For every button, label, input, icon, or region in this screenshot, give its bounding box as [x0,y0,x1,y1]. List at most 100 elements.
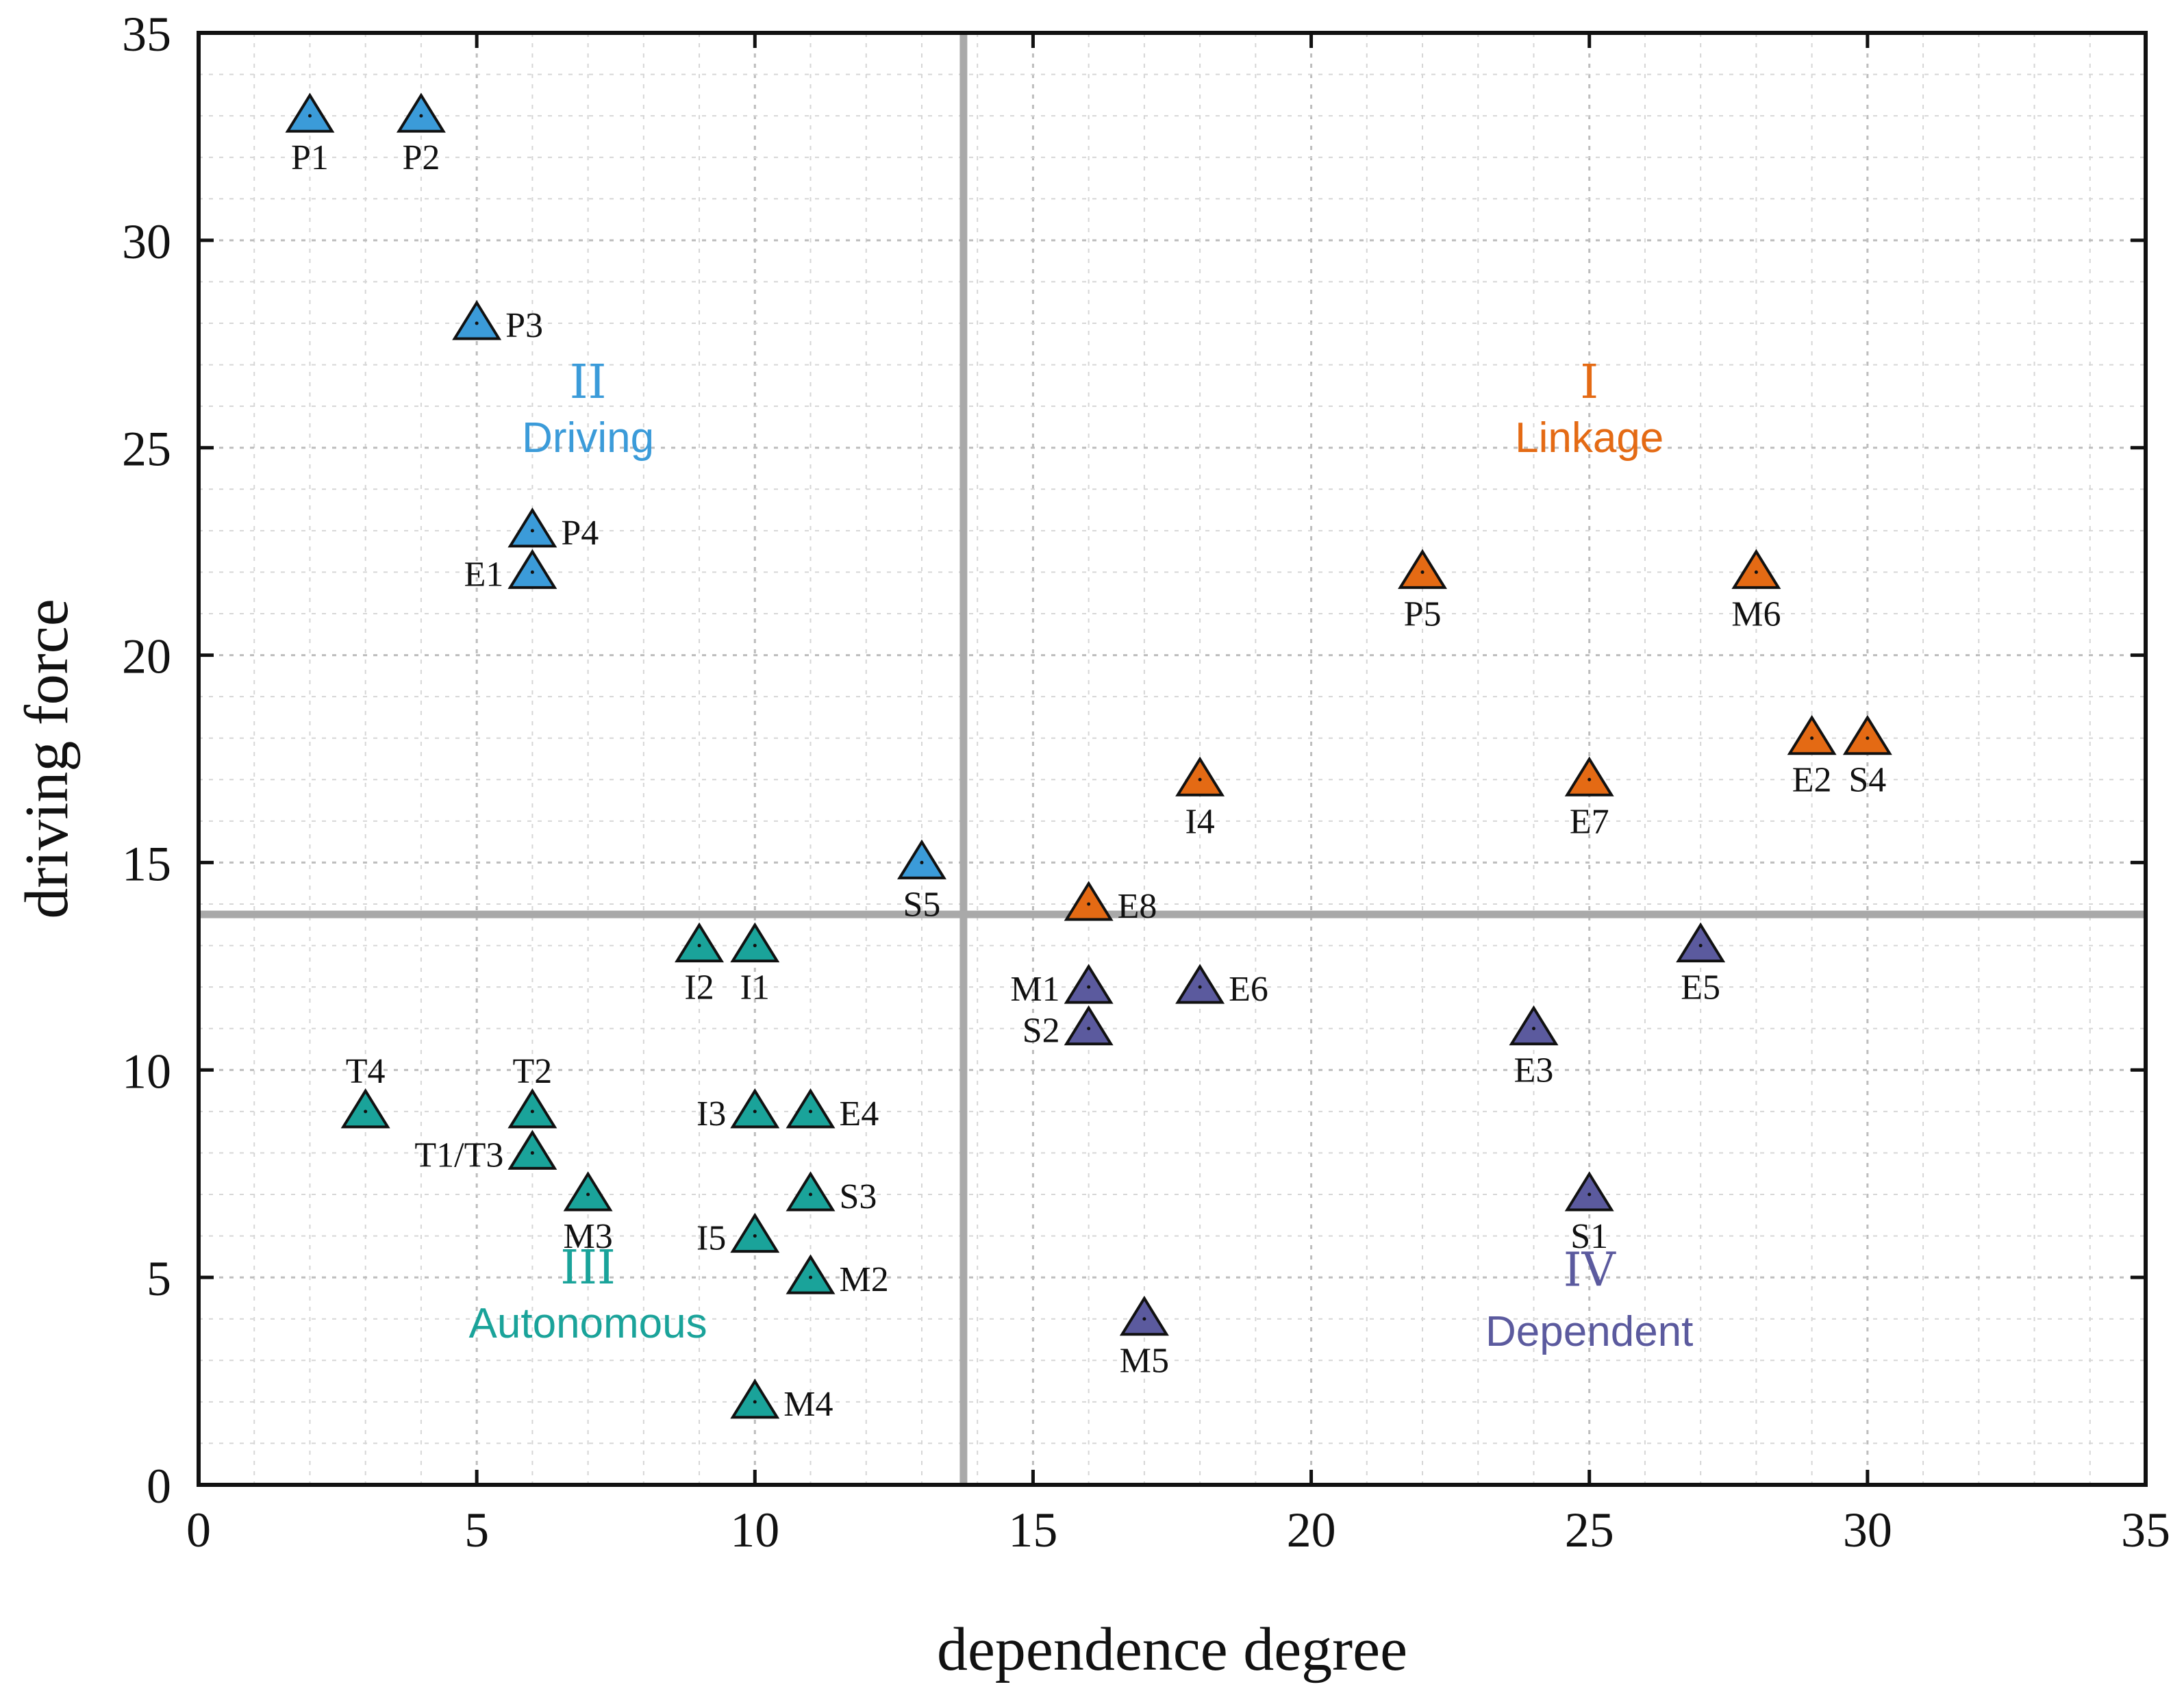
triangle-marker [507,549,557,589]
triangle-marker [1509,1005,1559,1046]
quadrant-numeral: IV [1564,1243,1617,1297]
marker-center-dot [809,1110,813,1114]
quadrant-numeral: III [560,1241,616,1295]
triangle-marker [507,508,557,548]
point-label: P1 [291,138,329,177]
point-label: E7 [1570,802,1609,841]
marker-center-dot [586,1192,590,1196]
triangle-marker [786,1171,836,1212]
marker-center-dot [1087,902,1091,906]
point-label: I4 [1185,802,1214,841]
marker-center-dot [809,1192,813,1196]
quadrant-numeral: II [570,355,607,410]
point-label: M5 [1120,1342,1169,1381]
triangle-marker [1064,964,1114,1004]
y-axis-title: driving force [13,599,81,918]
y-tick-label: 0 [147,1459,171,1514]
point-label: P2 [402,138,440,177]
axis-ticks [197,31,2148,1487]
y-tick-label: 15 [122,836,171,891]
triangle-marker [896,839,946,879]
marker-center-dot [1698,944,1703,948]
quadrant-numeral: I [1580,355,1598,410]
marker-center-dot [1587,777,1592,781]
triangle-marker [730,922,780,963]
point-label: E3 [1514,1051,1554,1090]
marker-center-dot [1754,570,1758,574]
triangle-marker [1564,1171,1614,1212]
marker-center-dot [475,321,479,325]
point-label: T1/T3 [414,1136,503,1175]
marker-center-dot [1142,1317,1146,1321]
triangle-marker [786,1254,836,1294]
tick-labels: 0 5 10 15 20 25 30 35 0 5 10 15 20 25 30 35 [122,7,2170,1557]
point-label: E1 [464,555,504,594]
x-tick-label: 10 [730,1503,779,1557]
point-label: S1 [1570,1217,1608,1256]
marker-center-dot [697,944,701,948]
point-label: E5 [1681,968,1720,1007]
point-label: M1 [1010,970,1059,1009]
point-label: M6 [1731,594,1781,634]
point-label: M4 [783,1385,833,1424]
point-label: I2 [684,968,714,1007]
point-label: E6 [1229,970,1268,1009]
triangle-marker [340,1088,390,1129]
marker-center-dot [1810,736,1814,740]
triangle-marker [1119,1295,1169,1336]
marker-center-dot [1198,985,1202,989]
marker-center-dot [419,114,423,118]
quadrant-dividers [199,33,2146,1485]
y-tick-label: 20 [122,629,171,684]
marker-center-dot [530,570,534,574]
point-label: E2 [1792,761,1832,800]
marker-center-dot [1866,736,1870,740]
triangle-marker [1064,881,1114,921]
marker-center-dot [753,944,757,948]
marker-center-dot [1198,777,1202,781]
plot-frame [197,31,2148,1487]
triangle-marker [730,1212,780,1253]
triangle-marker [1064,1005,1114,1046]
marker-center-dot [530,529,534,533]
point-label: I3 [696,1094,726,1133]
point-label: I5 [696,1219,726,1258]
triangle-marker [730,1379,780,1419]
marker-center-dot [364,1110,368,1114]
marker-center-dot [530,1151,534,1155]
triangle-marker [1842,714,1892,755]
x-tick-label: 25 [1565,1503,1614,1557]
y-tick-label: 10 [122,1044,171,1099]
y-tick-label: 25 [122,422,171,477]
x-tick-label: 5 [464,1503,489,1557]
x-tick-label: 20 [1287,1503,1336,1557]
x-tick-label: 30 [1843,1503,1892,1557]
point-label: S2 [1022,1012,1060,1051]
triangle-marker [1676,922,1726,963]
x-tick-label: 35 [2121,1503,2170,1557]
quadrant-name: Driving [522,414,654,462]
marker-center-dot [1420,570,1424,574]
marker-center-dot [307,114,312,118]
marker-center-dot [920,860,924,864]
marker-center-dot [753,1110,757,1114]
marker-center-dot [1087,985,1091,989]
triangle-marker [1731,549,1781,589]
triangle-marker [730,1088,780,1129]
marker-center-dot [753,1234,757,1238]
triangle-marker [563,1171,613,1212]
point-label: I1 [740,968,770,1007]
marker-center-dot [753,1400,757,1404]
marker-center-dot [1087,1027,1091,1031]
point-label: P5 [1404,594,1442,634]
point-label: P3 [505,306,543,345]
triangle-marker [1787,714,1837,755]
y-tick-label: 5 [147,1251,171,1306]
point-label: S3 [840,1177,877,1216]
point-label: T4 [346,1052,386,1091]
triangle-marker [507,1088,557,1129]
